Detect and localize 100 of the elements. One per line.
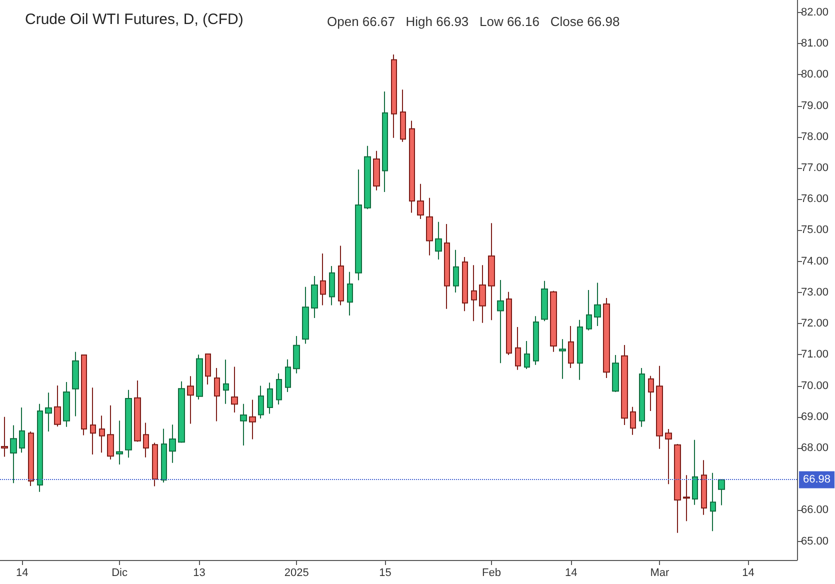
- y-tick-label: 74.00: [801, 255, 829, 268]
- y-tick-label: 78.00: [801, 130, 829, 143]
- ref-line-label: 66.98: [803, 474, 831, 486]
- candlestick: [143, 422, 149, 458]
- y-tick-label: 81.00: [801, 38, 829, 50]
- candlestick: [692, 439, 698, 506]
- candlestick: [285, 358, 291, 392]
- y-tick-label: 79.00: [801, 100, 829, 112]
- candlestick: [10, 424, 17, 484]
- candlestick: [355, 169, 362, 281]
- candlestick: [648, 375, 654, 412]
- candlestick: [223, 359, 229, 404]
- candlestick: [249, 399, 256, 440]
- candlestick: [462, 256, 468, 312]
- y-tick-label: 77.00: [801, 162, 829, 174]
- y-tick-label: 65.00: [801, 535, 829, 548]
- candlestick: [577, 319, 583, 380]
- candlestick: [169, 424, 176, 464]
- candlestick: [373, 150, 380, 191]
- candlestick: [72, 351, 79, 417]
- candlestick: [488, 222, 495, 321]
- candlestick: [152, 442, 158, 487]
- y-tick-label: 73.00: [801, 286, 829, 298]
- candlestick: [612, 354, 619, 392]
- candlestick: [656, 365, 663, 450]
- candlestick: [391, 54, 397, 138]
- candlestick: [90, 387, 96, 456]
- candlestick: [568, 326, 574, 369]
- candlestick: [471, 264, 477, 322]
- y-tick-label: 80.00: [801, 68, 829, 81]
- candlestick: [1, 416, 8, 458]
- candlestick: [320, 253, 326, 306]
- x-tick-label: 13: [193, 567, 206, 579]
- y-tick-label: 66.00: [801, 504, 829, 516]
- candlestick: [665, 428, 672, 485]
- candlestick: [701, 460, 707, 516]
- x-tick-label: 14: [16, 567, 28, 579]
- candlestick: [258, 385, 264, 419]
- y-tick-label: 69.00: [801, 410, 829, 423]
- candlestick: [54, 384, 61, 428]
- candlestick: [426, 197, 433, 256]
- candlestick: [541, 280, 548, 322]
- x-tick-label: 2025: [284, 567, 309, 579]
- text: Crude Oil WTI Futures, D, (CFD): [25, 11, 244, 28]
- candlestick: [107, 404, 114, 460]
- candlestick: [276, 372, 282, 405]
- candlestick: [400, 89, 406, 142]
- candlestick: [718, 479, 725, 506]
- candlestick: [506, 291, 512, 356]
- candlestick: [99, 415, 105, 454]
- candlestick: [444, 224, 450, 310]
- candlestick: [134, 380, 141, 442]
- candlestick: [187, 376, 194, 424]
- candlestick: [497, 280, 504, 364]
- candlestick: [603, 298, 610, 378]
- y-tick-label: 76.00: [801, 193, 829, 206]
- candlestick: [329, 266, 335, 306]
- candlestick: [178, 380, 185, 444]
- x-tick-label: 14: [742, 567, 754, 579]
- candlestick: [205, 354, 211, 386]
- candlestick: [630, 406, 636, 436]
- candlestick: [302, 286, 309, 344]
- candlestick: [479, 264, 486, 324]
- candlestick: [586, 289, 592, 331]
- y-tick-label: 75.00: [801, 224, 829, 236]
- x-tick-label: Feb: [482, 567, 501, 579]
- x-tick-label: Dic: [112, 567, 128, 579]
- candlestick: [621, 344, 628, 426]
- candlestick: [81, 354, 87, 436]
- candlestick: [674, 443, 681, 534]
- candlestick: [515, 326, 521, 370]
- x-tick-label: Mar: [650, 567, 670, 579]
- candlestick: [453, 249, 459, 293]
- candlestick: [311, 275, 318, 318]
- y-tick-label: 68.00: [801, 442, 829, 454]
- candlestick: [116, 420, 123, 465]
- x-tick-label: 14: [565, 567, 578, 579]
- candlestick: [417, 183, 424, 220]
- candlestick: [550, 290, 557, 352]
- candlestick: [125, 389, 132, 458]
- candlestick: [240, 403, 247, 446]
- candlestick: [533, 316, 539, 366]
- y-tick-label: 72.00: [801, 318, 829, 330]
- candlestick: [63, 382, 70, 428]
- x-tick-label: 15: [379, 567, 392, 579]
- candlestick: [196, 354, 203, 400]
- candlestick: [37, 403, 43, 492]
- candlestick: [231, 366, 238, 414]
- candlestick: [364, 145, 371, 210]
- candlestick: [45, 392, 52, 432]
- candlestick: [338, 245, 344, 306]
- candlestick: [267, 382, 273, 414]
- candlestick: [435, 221, 442, 260]
- y-tick-label: 71.00: [801, 348, 829, 361]
- candlestick: [293, 336, 300, 374]
- candlestick: [347, 271, 353, 316]
- candlestick: [559, 338, 566, 380]
- candlestick: [161, 428, 167, 484]
- candlestick: [594, 282, 601, 327]
- y-tick-label: 82.00: [801, 6, 829, 18]
